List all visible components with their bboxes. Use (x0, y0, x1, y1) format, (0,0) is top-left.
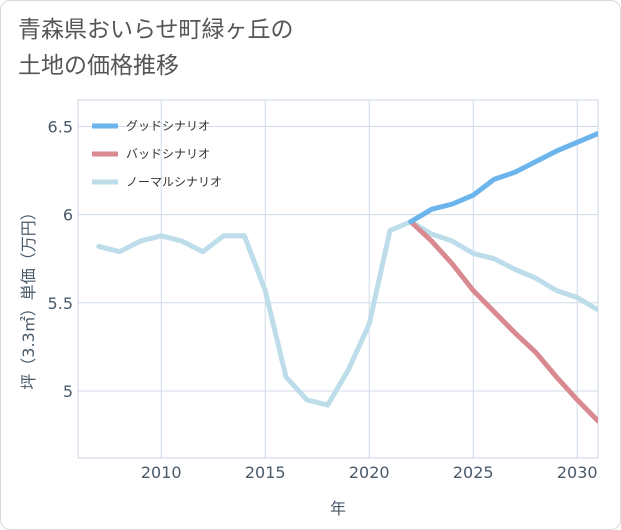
series-line (408, 219, 598, 424)
y-tick-label: 6.5 (48, 117, 73, 136)
series-lines (96, 131, 598, 424)
plot-area (77, 99, 599, 459)
title-line-2: 土地の価格推移 (18, 53, 179, 79)
legend-label: ノーマルシナリオ (126, 175, 222, 189)
page-title: 青森県おいらせ町緑ヶ丘の 土地の価格推移 (18, 12, 294, 84)
axis-ticks: 2010 2015 2020 2025 2030 5 5.5 6 6.5 (48, 117, 598, 482)
legend-label: グッドシナリオ (126, 119, 210, 133)
series-line (408, 131, 598, 225)
x-tick-label: 2010 (141, 463, 182, 482)
x-tick-label: 2025 (453, 463, 494, 482)
x-tick-label: 2030 (557, 463, 598, 482)
x-axis-title: 年 (330, 499, 346, 518)
y-tick-label: 5 (63, 382, 73, 401)
y-axis-title: 坪（3.3㎡）単価（万円） (19, 204, 38, 389)
x-tick-label: 2020 (349, 463, 390, 482)
y-tick-label: 6 (63, 206, 73, 225)
title-line-1: 青森県おいらせ町緑ヶ丘の (18, 17, 294, 43)
x-tick-label: 2015 (245, 463, 286, 482)
y-tick-label: 5.5 (48, 294, 73, 313)
legend-label: バッドシナリオ (126, 147, 210, 161)
series-line (96, 219, 598, 408)
